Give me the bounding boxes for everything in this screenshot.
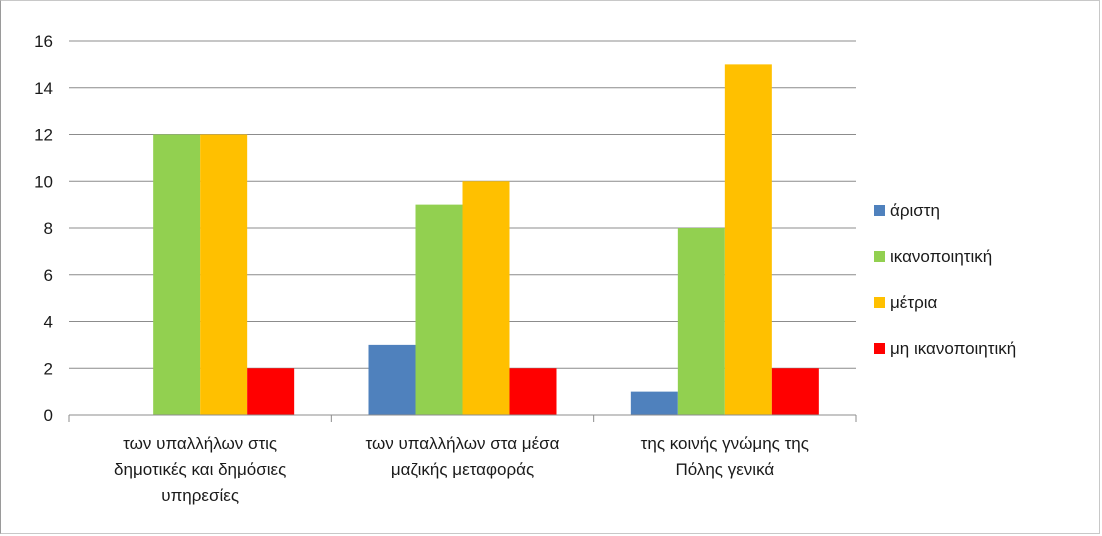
bar-2-3 (677, 228, 725, 415)
category-label: των υπαλλήλων στις (123, 434, 277, 453)
y-tick-label: 0 (44, 406, 53, 425)
y-tick-label: 8 (44, 219, 53, 238)
legend-swatch (874, 205, 885, 216)
category-label: δημοτικές και δημόσιες (114, 460, 286, 479)
bar-2-1 (153, 134, 201, 415)
category-label: των υπαλλήλων στα μέσα (366, 434, 560, 453)
y-tick-label: 2 (44, 359, 53, 378)
y-tick-label: 14 (34, 79, 53, 98)
y-tick-label: 12 (34, 126, 53, 145)
bar-3-2 (462, 181, 510, 415)
legend-label: ικανοποιητική (890, 247, 992, 266)
y-tick-label: 4 (44, 313, 53, 332)
legend-swatch (874, 297, 885, 308)
bar-4-2 (509, 368, 557, 415)
category-label: Πόλης γενικά (675, 460, 774, 479)
legend-swatch (874, 251, 885, 262)
legend-label: μέτρια (890, 293, 938, 312)
bar-2-2 (415, 204, 463, 415)
bar-1-2 (368, 344, 416, 415)
y-tick-label: 10 (34, 172, 53, 191)
category-label: υπηρεσίες (161, 486, 239, 505)
category-label: μαζικής μεταφοράς (391, 460, 534, 479)
y-tick-label: 16 (34, 32, 53, 51)
bar-1-3 (630, 391, 678, 415)
legend-label: μη ικανοποιητική (890, 339, 1016, 358)
bar-4-3 (771, 368, 819, 415)
bar-4-1 (247, 368, 295, 415)
legend: άριστη ικανοποιητική μέτρια μη ικανοποιητικ… (874, 201, 1016, 358)
category-label: της κοινής γνώμης της (641, 434, 809, 453)
bars (153, 64, 819, 415)
bar-3-3 (724, 64, 772, 415)
x-axis-ticks (68, 415, 857, 422)
bar-3-1 (200, 134, 248, 415)
legend-label: άριστη (890, 201, 940, 220)
y-axis-tick-labels: 0 2 4 6 8 10 12 14 16 (34, 32, 53, 425)
x-axis-category-labels: των υπαλλήλων στις δημοτικές και δημόσιες… (114, 434, 809, 505)
y-tick-label: 6 (44, 266, 53, 285)
legend-swatch (874, 343, 885, 354)
